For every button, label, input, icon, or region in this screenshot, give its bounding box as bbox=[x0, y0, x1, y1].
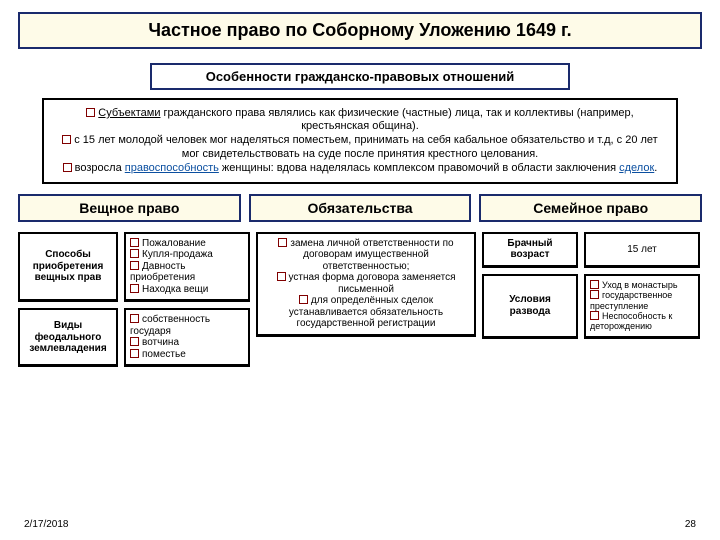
col3-row: Условия развода Уход в монастырь государ… bbox=[482, 274, 700, 339]
item-text: Находка вещи bbox=[142, 284, 208, 295]
square-bullet-icon bbox=[86, 108, 95, 117]
section-c-text: Семейное право bbox=[533, 200, 648, 216]
feudal-types-label: Виды феодального землевладения bbox=[18, 308, 118, 367]
list-item: Купля-продажа bbox=[130, 249, 244, 261]
square-bullet-icon bbox=[590, 311, 599, 320]
square-bullet-icon bbox=[590, 290, 599, 299]
item-text: Давность приобретения bbox=[130, 261, 195, 284]
item-text: Уход в монастырь bbox=[602, 280, 678, 290]
item-text: замена личной ответственности по договор… bbox=[290, 238, 453, 272]
column-obligations: замена личной ответственности по договор… bbox=[256, 232, 476, 368]
value-text: 15 лет bbox=[627, 244, 657, 256]
feature-item: с 15 лет молодой человек мог наделяться … bbox=[54, 134, 666, 160]
column-property: Способы приобретения вещных прав Пожалов… bbox=[18, 232, 250, 368]
col3-row: Брачный возраст 15 лет bbox=[482, 232, 700, 268]
feature-rest3: . bbox=[654, 162, 657, 174]
list-item: для определённых сделок устанавливается … bbox=[262, 295, 470, 330]
obligations-list: замена личной ответственности по договор… bbox=[256, 232, 476, 337]
section-b-text: Обязательства bbox=[307, 200, 412, 216]
list-item: поместье bbox=[130, 349, 244, 361]
divorce-conditions-list: Уход в монастырь государственное преступ… bbox=[584, 274, 700, 339]
feudal-types-list: собственность государя вотчина поместье bbox=[124, 308, 250, 367]
list-item: государственное преступление bbox=[590, 290, 694, 311]
square-bullet-icon bbox=[130, 314, 139, 323]
acquisition-methods-list: Пожалование Купля-продажа Давность приоб… bbox=[124, 232, 250, 303]
list-item: собственность государя bbox=[130, 314, 244, 337]
col1-row: Виды феодального землевладения собственн… bbox=[18, 308, 250, 367]
item-text: вотчина bbox=[142, 337, 179, 348]
list-item: устная форма договора заменяется письмен… bbox=[262, 272, 470, 295]
label-text: Виды феодального землевладения bbox=[24, 320, 112, 355]
feature-rest2: женщины: вдова наделялась комплексом пра… bbox=[219, 162, 619, 174]
list-item: Давность приобретения bbox=[130, 261, 244, 284]
item-text: собственность государя bbox=[130, 314, 210, 337]
square-bullet-icon bbox=[63, 163, 72, 172]
list-item: вотчина bbox=[130, 337, 244, 349]
square-bullet-icon bbox=[130, 249, 139, 258]
square-bullet-icon bbox=[130, 238, 139, 247]
list-item: Находка вещи bbox=[130, 284, 244, 296]
item-text: устная форма договора заменяется письмен… bbox=[289, 272, 456, 295]
square-bullet-icon bbox=[277, 272, 286, 281]
col1-row: Способы приобретения вещных прав Пожалов… bbox=[18, 232, 250, 303]
square-bullet-icon bbox=[130, 261, 139, 270]
marriage-age-label: Брачный возраст bbox=[482, 232, 578, 268]
feature-link: правоспособность bbox=[125, 162, 219, 174]
label-text: Способы приобретения вещных прав bbox=[24, 249, 112, 284]
item-text: государственное преступление bbox=[590, 290, 672, 310]
title-text: Частное право по Соборному Уложению 1649… bbox=[148, 20, 571, 40]
content-columns: Способы приобретения вещных прав Пожалов… bbox=[18, 232, 702, 368]
section-head-property: Вещное право bbox=[18, 194, 241, 222]
feature-link2: сделок bbox=[619, 162, 654, 174]
square-bullet-icon bbox=[130, 349, 139, 358]
item-text: Неспособность к деторождению bbox=[590, 311, 672, 331]
features-box: Субъектами гражданского права являлись к… bbox=[42, 98, 678, 184]
acquisition-methods-label: Способы приобретения вещных прав bbox=[18, 232, 118, 303]
square-bullet-icon bbox=[299, 295, 308, 304]
feature-rest: гражданского права являлись как физическ… bbox=[160, 107, 633, 132]
marriage-age-value: 15 лет bbox=[584, 232, 700, 268]
feature-prefix: Субъектами bbox=[98, 107, 160, 119]
label-text: Условия развода bbox=[488, 294, 572, 317]
footer-page: 28 bbox=[685, 519, 696, 530]
feature-rest: с 15 лет молодой человек мог наделяться … bbox=[74, 134, 657, 159]
slide-title: Частное право по Соборному Уложению 1649… bbox=[18, 12, 702, 49]
label-text: Брачный возраст bbox=[488, 238, 572, 261]
divorce-conditions-label: Условия развода bbox=[482, 274, 578, 339]
list-item: Уход в монастырь bbox=[590, 280, 694, 290]
list-item: Неспособность к деторождению bbox=[590, 311, 694, 332]
section-a-text: Вещное право bbox=[79, 200, 179, 216]
square-bullet-icon bbox=[130, 337, 139, 346]
feature-item: возросла правоспособность женщины: вдова… bbox=[54, 162, 666, 175]
footer-date: 2/17/2018 bbox=[24, 519, 69, 530]
list-item: Пожалование bbox=[130, 238, 244, 250]
item-text: поместье bbox=[142, 349, 186, 360]
feature-rest: возросла bbox=[75, 162, 125, 174]
square-bullet-icon bbox=[62, 135, 71, 144]
square-bullet-icon bbox=[590, 280, 599, 289]
feature-item: Субъектами гражданского права являлись к… bbox=[54, 107, 666, 133]
item-text: для определённых сделок устанавливается … bbox=[289, 295, 443, 329]
section-head-obligations: Обязательства bbox=[249, 194, 472, 222]
item-text: Пожалование bbox=[142, 238, 206, 249]
square-bullet-icon bbox=[278, 238, 287, 247]
subtitle-text: Особенности гражданско-правовых отношени… bbox=[206, 69, 515, 84]
list-item: замена личной ответственности по договор… bbox=[262, 238, 470, 273]
item-text: Купля-продажа bbox=[142, 249, 213, 260]
slide-subtitle: Особенности гражданско-правовых отношени… bbox=[150, 63, 570, 90]
section-headers-row: Вещное право Обязательства Семейное прав… bbox=[18, 194, 702, 222]
column-family: Брачный возраст 15 лет Условия развода У… bbox=[482, 232, 700, 368]
section-head-family: Семейное право bbox=[479, 194, 702, 222]
slide-footer: 2/17/2018 28 bbox=[24, 519, 696, 530]
square-bullet-icon bbox=[130, 284, 139, 293]
